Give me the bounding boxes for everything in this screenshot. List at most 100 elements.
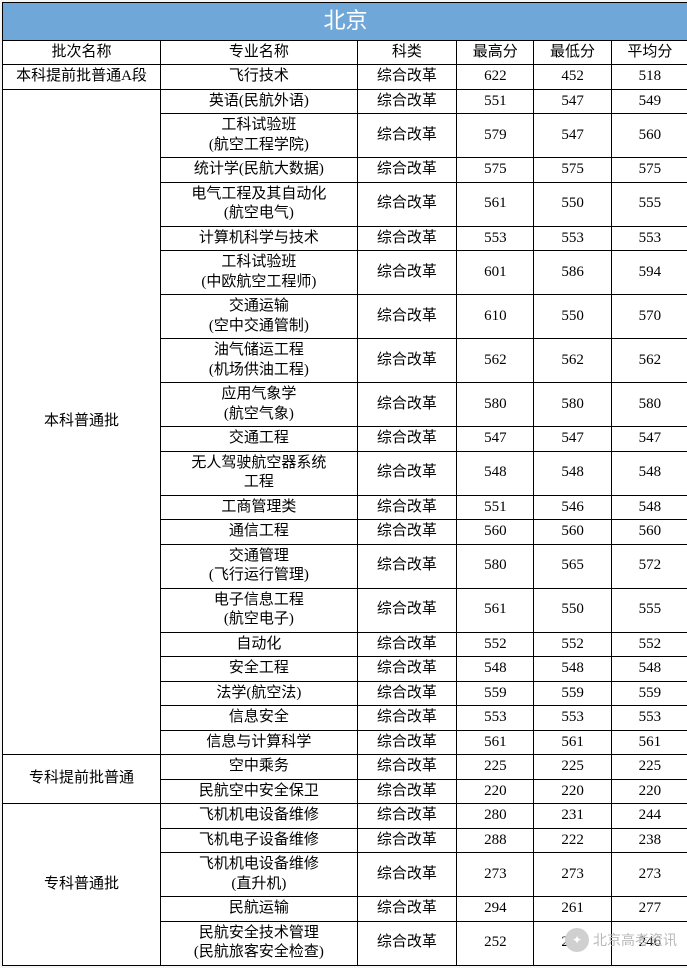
low-score-cell: 547 — [534, 427, 611, 452]
table-row: 专科普通批飞机机电设备维修综合改革280231244 — [3, 804, 687, 829]
avg-score-cell: 575 — [611, 158, 687, 183]
major-cell: 工科试验班(中欧航空工程师) — [161, 251, 358, 295]
major-cell: 交通工程 — [161, 427, 358, 452]
low-score-cell: 560 — [534, 520, 611, 545]
high-score-cell: 580 — [457, 383, 534, 427]
subject-cell: 综合改革 — [357, 295, 457, 339]
avg-score-cell: 570 — [611, 295, 687, 339]
subject-cell: 综合改革 — [357, 520, 457, 545]
major-cell: 法学(航空法) — [161, 681, 358, 706]
batch-cell: 专科普通批 — [3, 804, 161, 966]
avg-score-cell: 559 — [611, 681, 687, 706]
high-score-cell: 280 — [457, 804, 534, 829]
subject-cell: 综合改革 — [357, 114, 457, 158]
subject-cell: 综合改革 — [357, 544, 457, 588]
high-score-cell: 561 — [457, 588, 534, 632]
major-cell: 飞机电子设备维修 — [161, 828, 358, 853]
avg-score-cell: 555 — [611, 588, 687, 632]
table-row: 本科提前批普通A段飞行技术综合改革622452518 — [3, 65, 687, 90]
major-cell: 民航空中安全保卫 — [161, 779, 358, 804]
avg-score-cell: 553 — [611, 226, 687, 251]
avg-score-cell: 246 — [611, 921, 687, 965]
major-cell: 应用气象学(航空气象) — [161, 383, 358, 427]
major-cell: 安全工程 — [161, 657, 358, 682]
subject-cell: 综合改革 — [357, 226, 457, 251]
table-title: 北京 — [3, 3, 687, 41]
low-score-cell: 220 — [534, 779, 611, 804]
low-score-cell: 548 — [534, 657, 611, 682]
low-score-cell: 225 — [534, 755, 611, 780]
low-score-cell: 561 — [534, 730, 611, 755]
subject-cell: 综合改革 — [357, 657, 457, 682]
low-score-cell: 580 — [534, 383, 611, 427]
high-score-cell: 252 — [457, 921, 534, 965]
low-score-cell: 273 — [534, 853, 611, 897]
low-score-cell: 565 — [534, 544, 611, 588]
subject-cell: 综合改革 — [357, 681, 457, 706]
major-cell: 工科试验班(航空工程学院) — [161, 114, 358, 158]
table-row: 专科提前批普通空中乘务综合改革225225225 — [3, 755, 687, 780]
subject-cell: 综合改革 — [357, 755, 457, 780]
high-score-cell: 562 — [457, 339, 534, 383]
high-score-cell: 579 — [457, 114, 534, 158]
avg-score-cell: 277 — [611, 897, 687, 922]
column-header: 平均分 — [611, 40, 687, 65]
high-score-cell: 601 — [457, 251, 534, 295]
avg-score-cell: 547 — [611, 427, 687, 452]
high-score-cell: 622 — [457, 65, 534, 90]
score-table: 北京批次名称专业名称科类最高分最低分平均分本科提前批普通A段飞行技术综合改革62… — [2, 2, 687, 966]
high-score-cell: 225 — [457, 755, 534, 780]
high-score-cell: 552 — [457, 632, 534, 657]
high-score-cell: 561 — [457, 182, 534, 226]
subject-cell: 综合改革 — [357, 495, 457, 520]
subject-cell: 综合改革 — [357, 65, 457, 90]
high-score-cell: 610 — [457, 295, 534, 339]
major-cell: 电子信息工程(航空电子) — [161, 588, 358, 632]
major-cell: 电气工程及其自动化(航空电气) — [161, 182, 358, 226]
avg-score-cell: 220 — [611, 779, 687, 804]
avg-score-cell: 572 — [611, 544, 687, 588]
major-cell: 自动化 — [161, 632, 358, 657]
subject-cell: 综合改革 — [357, 779, 457, 804]
high-score-cell: 553 — [457, 706, 534, 731]
low-score-cell: 586 — [534, 251, 611, 295]
low-score-cell: 241 — [534, 921, 611, 965]
low-score-cell: 261 — [534, 897, 611, 922]
low-score-cell: 452 — [534, 65, 611, 90]
subject-cell: 综合改革 — [357, 251, 457, 295]
high-score-cell: 294 — [457, 897, 534, 922]
high-score-cell: 580 — [457, 544, 534, 588]
low-score-cell: 547 — [534, 89, 611, 114]
major-cell: 通信工程 — [161, 520, 358, 545]
avg-score-cell: 548 — [611, 451, 687, 495]
high-score-cell: 551 — [457, 495, 534, 520]
avg-score-cell: 555 — [611, 182, 687, 226]
high-score-cell: 548 — [457, 451, 534, 495]
low-score-cell: 562 — [534, 339, 611, 383]
major-cell: 信息安全 — [161, 706, 358, 731]
subject-cell: 综合改革 — [357, 706, 457, 731]
major-cell: 计算机科学与技术 — [161, 226, 358, 251]
major-cell: 油气储运工程(机场供油工程) — [161, 339, 358, 383]
major-cell: 无人驾驶航空器系统工程 — [161, 451, 358, 495]
column-header: 专业名称 — [161, 40, 358, 65]
high-score-cell: 575 — [457, 158, 534, 183]
high-score-cell: 273 — [457, 853, 534, 897]
avg-score-cell: 548 — [611, 495, 687, 520]
low-score-cell: 575 — [534, 158, 611, 183]
avg-score-cell: 549 — [611, 89, 687, 114]
high-score-cell: 559 — [457, 681, 534, 706]
avg-score-cell: 580 — [611, 383, 687, 427]
avg-score-cell: 594 — [611, 251, 687, 295]
high-score-cell: 553 — [457, 226, 534, 251]
low-score-cell: 547 — [534, 114, 611, 158]
major-cell: 统计学(民航大数据) — [161, 158, 358, 183]
batch-cell: 本科提前批普通A段 — [3, 65, 161, 90]
low-score-cell: 548 — [534, 451, 611, 495]
avg-score-cell: 548 — [611, 657, 687, 682]
major-cell: 信息与计算科学 — [161, 730, 358, 755]
subject-cell: 综合改革 — [357, 182, 457, 226]
subject-cell: 综合改革 — [357, 804, 457, 829]
major-cell: 民航运输 — [161, 897, 358, 922]
low-score-cell: 231 — [534, 804, 611, 829]
